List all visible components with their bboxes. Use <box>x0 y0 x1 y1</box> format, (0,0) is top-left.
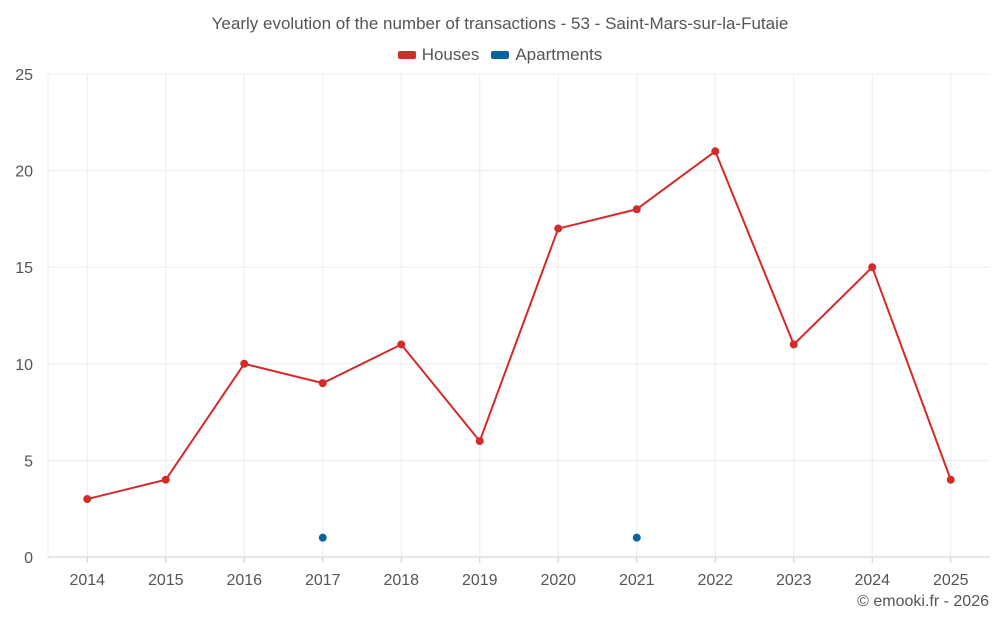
data-point-houses[interactable] <box>83 495 92 504</box>
legend-item-houses[interactable]: Houses <box>397 45 480 65</box>
data-point-apartments[interactable] <box>318 533 327 542</box>
x-tick-label: 2018 <box>383 572 419 589</box>
x-tick-label: 2021 <box>619 572 655 589</box>
x-tick-label: 2016 <box>226 572 262 589</box>
data-point-houses[interactable] <box>161 475 170 484</box>
legend-label-apartments: Apartments <box>515 45 603 64</box>
legend-swatch-houses <box>397 51 416 59</box>
x-tick-label: 2024 <box>854 572 890 589</box>
y-tick-label: 0 <box>24 550 33 567</box>
y-tick-label: 10 <box>15 357 33 374</box>
data-point-houses[interactable] <box>240 359 249 368</box>
credit: © emooki.fr - 2026 <box>857 593 989 610</box>
data-point-houses[interactable] <box>946 475 955 484</box>
grid <box>47 73 990 558</box>
x-tick-label: 2023 <box>776 572 812 589</box>
y-tick-label: 25 <box>15 67 33 84</box>
data-point-houses[interactable] <box>868 263 877 272</box>
series-line-houses <box>87 150 952 501</box>
legend-item-apartments[interactable]: Apartments <box>491 45 602 65</box>
y-tick-label: 20 <box>15 164 33 181</box>
x-axis: 2014 2015 2016 2017 2018 2019 2020 2021 2022 2023… <box>69 557 969 589</box>
x-tick-label: 2017 <box>305 572 341 589</box>
x-tick-label: 2025 <box>933 572 969 589</box>
data-point-houses[interactable] <box>397 340 406 349</box>
x-tick-label: 2015 <box>148 572 184 589</box>
legend-label-houses: Houses <box>421 45 480 64</box>
data-point-houses[interactable] <box>475 437 484 446</box>
legend: Houses Apartments <box>0 45 1000 65</box>
x-tick-label: 2019 <box>462 572 498 589</box>
x-tick-label: 2014 <box>69 572 105 589</box>
data-point-houses[interactable] <box>318 379 327 388</box>
y-axis: 0 5 10 15 20 25 <box>15 67 33 567</box>
data-point-houses[interactable] <box>554 224 563 233</box>
data-point-houses[interactable] <box>632 205 641 214</box>
x-tick-label: 2020 <box>540 572 576 589</box>
data-point-apartments[interactable] <box>632 533 641 542</box>
chart-title: Yearly evolution of the number of transa… <box>211 14 789 33</box>
legend-swatch-apartments <box>491 51 510 59</box>
series-group <box>83 147 955 542</box>
x-tick-label: 2022 <box>697 572 733 589</box>
y-tick-label: 5 <box>24 453 33 470</box>
y-tick-label: 15 <box>15 260 33 277</box>
data-point-houses[interactable] <box>789 340 798 349</box>
data-point-houses[interactable] <box>711 147 720 156</box>
